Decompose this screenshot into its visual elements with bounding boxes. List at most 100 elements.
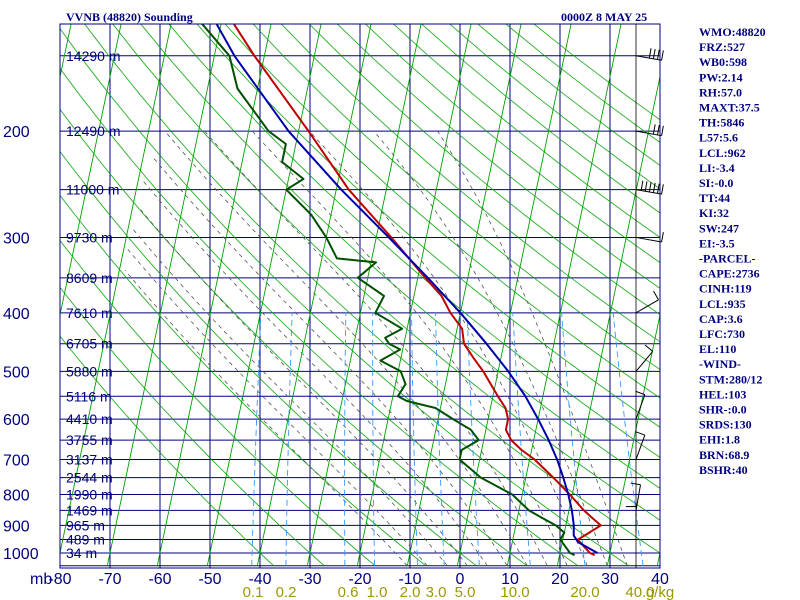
isotherm-line	[60, 24, 122, 317]
index-entry: CAP:3.6	[699, 312, 743, 326]
mixing-ratio-lines	[251, 312, 644, 566]
mixing-ratio-line	[512, 312, 531, 566]
mixing-ratio-line	[285, 312, 293, 566]
index-entry: WB0:598	[699, 55, 747, 69]
wind-barb	[635, 390, 646, 420]
height-label: 3755 m	[66, 432, 113, 448]
mixing-ratio-label: 0.6	[338, 584, 359, 600]
isotherm-line	[356, 24, 472, 566]
index-entry: TH:5846	[699, 116, 744, 130]
index-entry: L57:5.6	[699, 131, 738, 145]
dry-adiabat	[60, 286, 325, 567]
index-entry: SI:-0.0	[699, 176, 733, 190]
barb-flag	[661, 232, 664, 243]
temperature-tick-label: 30	[601, 571, 619, 588]
moist-adiabat	[124, 269, 408, 567]
temperature-tick-label: 10	[501, 571, 519, 588]
index-entry: SRDS:130	[699, 418, 752, 432]
barb-shaft	[635, 394, 646, 420]
dry-adiabat	[224, 24, 660, 399]
mixing-ratio-line	[372, 312, 376, 566]
pressure-tick-label: 700	[3, 453, 30, 470]
wind-barb	[635, 124, 664, 137]
wind-barb	[635, 180, 664, 195]
isotherm-line	[256, 24, 372, 566]
index-entry: MAXT:37.5	[699, 101, 760, 115]
mixing-ratio-label: 0.1	[243, 584, 264, 600]
station-title: VVNB (48820) Sounding	[66, 10, 193, 24]
dry-adiabat	[60, 67, 579, 567]
moist-adiabat	[164, 130, 528, 566]
moist-adiabat	[204, 130, 548, 566]
temperature-tick-label: -10	[398, 571, 421, 588]
barb-flag	[652, 124, 656, 135]
index-entry: EHI:1.8	[699, 433, 740, 447]
moist-adiabat	[252, 130, 568, 566]
height-label: 3137 m	[66, 452, 113, 468]
plot-frame	[59, 23, 661, 569]
index-entry: EI:-3.5	[699, 236, 735, 250]
temperature-tick-label: -20	[348, 571, 371, 588]
index-entry: BSHR:40	[699, 463, 748, 477]
height-label: 6705 m	[66, 336, 113, 352]
mixing-ratio-line	[344, 312, 347, 566]
wind-barb	[635, 431, 646, 460]
isotherm-line	[106, 24, 222, 566]
index-entry: LI:-3.4	[699, 161, 735, 175]
mixing-ratio-line	[411, 312, 418, 566]
mixing-ratio-label: 5.0	[455, 584, 476, 600]
height-label: 8609 m	[66, 270, 113, 286]
dry-adiabat	[336, 24, 660, 289]
barb-shaft	[635, 434, 646, 460]
height-label: 965 m	[66, 517, 105, 533]
height-label: 2544 m	[66, 470, 113, 486]
index-entry: LFC:730	[699, 327, 745, 341]
wind-barbs	[626, 24, 664, 568]
temperature-tick-label: -70	[98, 571, 121, 588]
index-entry: -PARCEL-	[699, 252, 755, 266]
moist-adiabats	[124, 130, 628, 567]
pressure-tick-label: 900	[3, 518, 30, 535]
barb-shaft	[635, 130, 662, 137]
mixing-ratio-label: 10.0	[500, 584, 529, 600]
height-label: 5880 m	[66, 363, 113, 379]
barb-flag	[640, 180, 644, 191]
dry-adiabat	[60, 27, 629, 567]
mixing-ratio-line	[561, 312, 586, 566]
wind-barb	[626, 506, 637, 533]
dewpoint-trace	[200, 24, 576, 557]
barb-flag	[652, 48, 656, 59]
barb-flag	[635, 431, 646, 436]
pressure-tick-label: 800	[3, 488, 30, 505]
moist-adiabat	[373, 130, 608, 566]
mixing-ratio-label: g/kg	[646, 584, 674, 600]
dry-adiabat	[392, 24, 660, 239]
sounding-time: 0000Z 8 MAY 25	[561, 10, 647, 24]
index-entry: EL:110	[699, 342, 736, 356]
barb-flag	[644, 181, 648, 192]
moist-adiabat	[437, 130, 628, 566]
index-entry: TT:44	[699, 191, 730, 205]
isotherm-line	[456, 24, 572, 566]
pressure-tick-label: 600	[3, 412, 30, 429]
wind-barb	[630, 482, 642, 511]
mixing-ratio-label: 20.0	[570, 584, 599, 600]
barb-flag	[661, 50, 664, 61]
sounding-traces	[200, 24, 602, 557]
barb-flag	[648, 48, 652, 59]
isotherm-line	[156, 24, 272, 566]
height-label: 11000 m	[66, 182, 119, 198]
height-label: 12490 m	[66, 123, 120, 139]
height-label: 7610 m	[66, 305, 113, 321]
pressure-tick-label: 500	[3, 364, 30, 381]
parcel-trace	[215, 24, 598, 554]
moist-adiabat	[124, 245, 428, 567]
barb-flag	[657, 125, 660, 136]
temperature-tick-label: -40	[248, 571, 271, 588]
index-entry: SW:247	[699, 221, 739, 235]
wind-barb	[635, 344, 654, 372]
pressure-tick-label: 200	[3, 124, 30, 141]
mixing-ratio-label: 3.0	[426, 584, 447, 600]
temperature-tick-label: 0	[456, 571, 465, 588]
moist-adiabat	[151, 155, 508, 567]
